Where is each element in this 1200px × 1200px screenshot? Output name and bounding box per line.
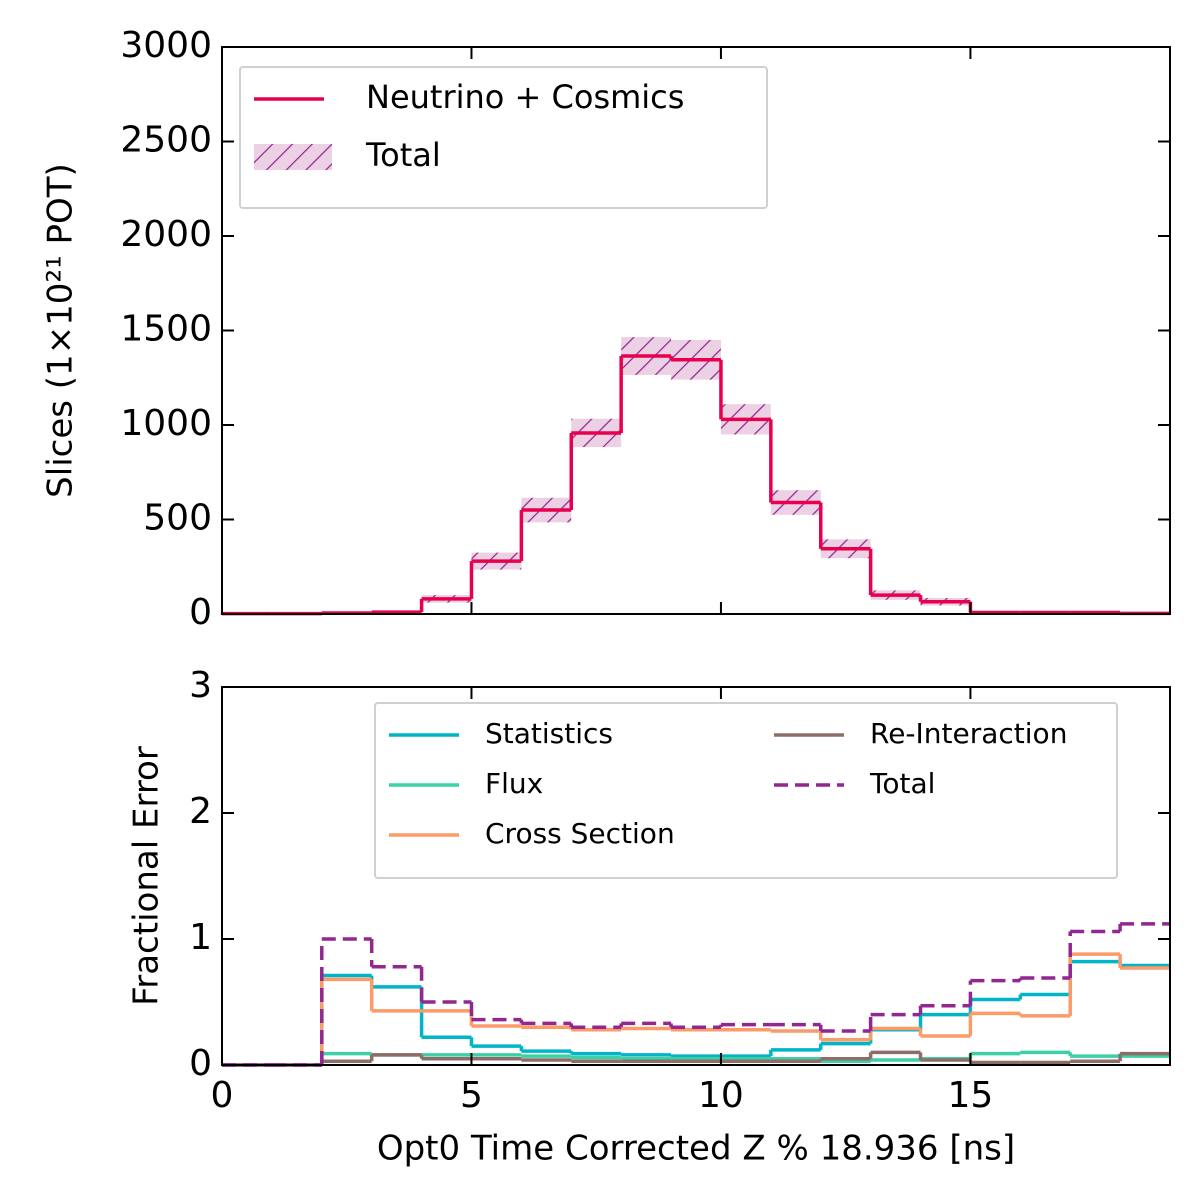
y-axis-label: Slices (1×10²¹ POT) [41,163,81,498]
y-tick-label: 3 [189,665,212,706]
legend-label: Cross Section [485,817,675,850]
legend-box [374,702,1118,879]
legend-label: Neutrino + Cosmics [366,78,684,116]
legend-label: Total [869,767,935,800]
axes-frame [221,686,1171,1066]
y-tick-label: 2 [189,791,212,832]
y-tick-label: 0 [189,1043,212,1084]
legend-label: Total [365,136,441,174]
legend-label: Statistics [485,717,613,750]
x-tick-label: 15 [948,1075,994,1116]
y-tick-label: 1 [189,917,212,958]
y-tick-label: 500 [143,498,212,539]
y-tick-label: 1000 [120,403,212,444]
y-tick-label: 3000 [120,25,212,66]
x-tick-label: 0 [211,1075,234,1116]
legend-label: Flux [485,767,543,800]
legend-label: Re-Interaction [870,717,1067,750]
x-axis-label: Opt0 Time Corrected Z % 18.936 [ns] [377,1129,1015,1169]
y-tick-label: 2000 [120,214,212,255]
legend-box [239,66,768,209]
y-tick-label: 1500 [120,309,212,350]
legend-swatch [254,144,332,170]
y-axis-label: Fractional Error [127,746,167,1006]
x-tick-label: 5 [460,1075,483,1116]
y-tick-label: 0 [189,592,212,633]
y-tick-label: 2500 [120,120,212,161]
x-tick-label: 10 [698,1075,744,1116]
